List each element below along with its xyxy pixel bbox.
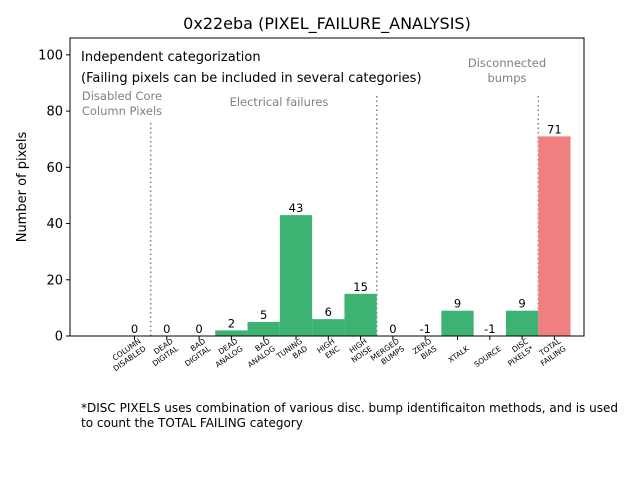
value-label: -1: [419, 322, 430, 336]
bar: [312, 319, 345, 336]
footnote: *DISC PIXELS uses combination of various…: [81, 401, 618, 430]
y-tick-label: 40: [46, 217, 63, 232]
annotation-info-line2: (Failing pixels can be included in sever…: [81, 71, 422, 86]
y-tick-label: 80: [46, 105, 63, 120]
chart-title: 0x22eba (PIXEL_FAILURE_ANALYSIS): [183, 14, 471, 34]
y-axis-label: Number of pixels: [15, 131, 30, 242]
x-tick-label: XTALK: [446, 343, 471, 364]
x-tick-label: HIGHENC: [315, 337, 341, 363]
y-tick-label: 0: [55, 330, 63, 345]
value-label: 5: [260, 308, 267, 322]
value-label: 9: [454, 297, 461, 311]
bars: [215, 136, 571, 336]
x-tick-label: TOTALFAILING: [534, 336, 569, 368]
bar: [344, 293, 377, 336]
x-tick-label: DISCPIXELS*: [501, 336, 536, 368]
x-tick-label: MERGEDBUMPS: [369, 336, 406, 370]
x-tick-label: BADANALOG: [241, 337, 277, 370]
annotation-electrical-failures: Electrical failures: [230, 95, 329, 109]
x-tick-label: DEADANALOG: [208, 336, 244, 369]
x-tick-label: ZEROBIAS: [411, 336, 439, 363]
bar: [441, 310, 474, 336]
group-annotations: Disabled Core Column Pixels Disconnected bu…: [82, 56, 546, 118]
annotation-disabled-core-column: Disabled Core Column Pixels: [82, 89, 162, 118]
bar: [247, 321, 280, 336]
y-tick-label: 60: [46, 161, 63, 176]
x-tick-label: TUNINGBAD: [274, 337, 309, 369]
value-labels: 0 0 0 2 5 43 6 15 0 -1 9 -1 9 71: [131, 122, 562, 336]
y-tick-label: 20: [46, 273, 63, 288]
value-label: 0: [389, 322, 396, 336]
annotation-info-line1: Independent categorization: [81, 50, 261, 65]
x-tick-label: HIGHNOISE: [344, 336, 374, 364]
value-label: 0: [131, 322, 138, 336]
y-tick-label: 100: [38, 48, 63, 63]
bar: [505, 310, 539, 336]
value-label: 43: [289, 201, 304, 215]
annotation-disconnected-bumps: Disconnected bumps: [468, 56, 546, 85]
value-label: 0: [195, 322, 202, 336]
x-tick-label: COLUMNDISABLED: [106, 337, 148, 374]
value-label: 15: [353, 280, 368, 294]
x-tick-label: SOURCE: [472, 344, 503, 369]
value-label: -1: [484, 322, 495, 336]
value-label: 6: [325, 305, 332, 319]
plot-frame: [69, 37, 585, 337]
value-label: 2: [228, 316, 235, 330]
value-label: 0: [163, 322, 170, 336]
bar: [279, 215, 313, 336]
value-label: 9: [518, 297, 525, 311]
x-tick-label: DEADDIGITAL: [146, 336, 181, 368]
bar: [215, 330, 248, 336]
bar: [538, 136, 571, 336]
x-tick-label: BADDIGITAL: [178, 336, 213, 368]
x-axis-tick-labels: COLUMNDISABLED DEADDIGITAL BADDIGITAL DEADA…: [106, 336, 569, 374]
value-label: 71: [547, 122, 562, 136]
y-axis-ticks: 0 20 40 60 80 100: [38, 48, 70, 345]
